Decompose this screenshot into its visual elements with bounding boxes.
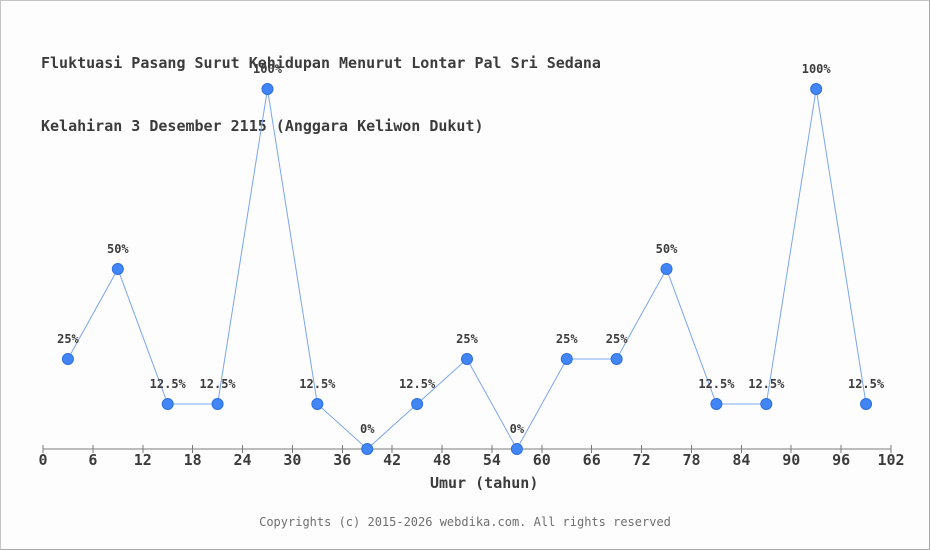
data-point-marker	[161, 398, 174, 410]
x-axis-tick-label: 72	[633, 451, 651, 469]
data-point-marker	[760, 398, 773, 410]
x-axis-tick-label: 24	[233, 451, 251, 469]
x-axis-tick-label: 84	[732, 451, 750, 469]
data-point-label: 50%	[656, 242, 678, 256]
data-point-label: 12.5%	[848, 377, 885, 391]
x-axis-tick-label: 36	[333, 451, 351, 469]
data-point-label: 12.5%	[399, 377, 436, 391]
data-point-label: 12.5%	[748, 377, 785, 391]
x-axis-tick-label: 96	[832, 451, 850, 469]
x-axis-tick-label: 90	[782, 451, 800, 469]
data-point-marker	[461, 353, 473, 365]
x-axis-tick-label: 54	[483, 451, 501, 469]
x-axis-tick-label: 66	[583, 451, 601, 469]
data-point-label: 0%	[360, 422, 375, 436]
x-axis-tick-label: 12	[134, 451, 152, 469]
chart-title-line1: Fluktuasi Pasang Surut Kehidupan Menurut…	[41, 54, 601, 72]
data-point-label: 50%	[107, 242, 129, 256]
data-point-label: 12.5%	[200, 377, 237, 391]
data-point-label: 0%	[510, 422, 525, 436]
x-axis-tick-label: 48	[433, 451, 451, 469]
chart-title-line2: Kelahiran 3 Desember 2115 (Anggara Keliw…	[41, 117, 484, 135]
data-point-label: 100%	[802, 62, 832, 76]
data-point-marker	[311, 398, 324, 410]
x-axis-tick-label: 78	[682, 451, 700, 469]
x-axis-tick-label: 60	[533, 451, 551, 469]
data-point-marker	[510, 443, 523, 455]
data-point-label: 25%	[57, 332, 79, 346]
data-point-label: 25%	[456, 332, 478, 346]
data-point-marker	[860, 398, 873, 410]
data-point-label: 25%	[606, 332, 628, 346]
data-point-marker	[710, 398, 723, 410]
data-point-marker	[211, 398, 224, 410]
data-point-marker	[261, 83, 274, 95]
data-point-label: 12.5%	[299, 377, 336, 391]
data-point-label: 25%	[556, 332, 578, 346]
x-axis-title: Umur (tahun)	[430, 474, 539, 492]
x-axis-tick-label: 42	[383, 451, 401, 469]
x-axis-tick-label: 6	[88, 451, 97, 469]
data-point-marker	[660, 263, 673, 275]
copyright-text: Copyrights (c) 2015-2026 webdika.com. Al…	[259, 515, 671, 529]
chart-title: Fluktuasi Pasang Surut Kehidupan Menurut…	[41, 11, 601, 179]
x-axis-tick-label: 30	[283, 451, 301, 469]
series-line	[67, 88, 867, 451]
data-point-label: 100%	[253, 62, 283, 76]
data-point-marker	[610, 353, 623, 365]
data-point-label: 12.5%	[150, 377, 187, 391]
x-axis-tick-label: 18	[184, 451, 202, 469]
data-point-marker	[361, 443, 374, 455]
data-point-marker	[411, 398, 424, 410]
data-point-marker	[560, 353, 573, 365]
x-axis-tick-label: 102	[877, 451, 904, 469]
x-axis-tick-label: 0	[38, 451, 47, 469]
data-point-marker	[111, 263, 124, 275]
data-point-label: 12.5%	[698, 377, 735, 391]
data-point-marker	[61, 353, 74, 365]
data-point-marker	[810, 83, 823, 95]
